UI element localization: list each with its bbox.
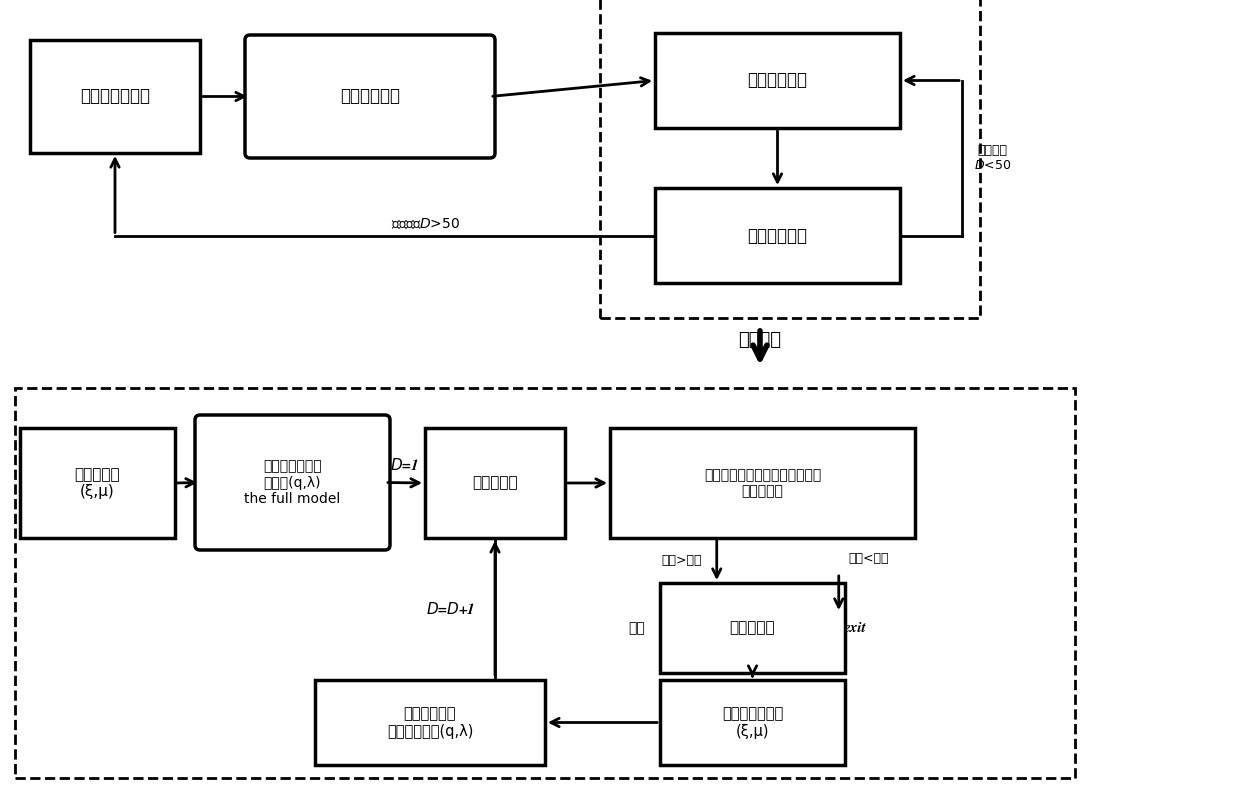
Text: 修正策略: 修正策略 (739, 331, 781, 349)
Text: 计算降阶模型和位移展开式中的
残余项增量: 计算降阶模型和位移展开式中的 残余项增量 (704, 468, 821, 498)
Bar (15, 388, 1075, 778)
Text: 更新残余项: 更新残余项 (729, 620, 775, 635)
Text: 增量>阈值: 增量>阈值 (661, 554, 702, 567)
Text: 修正步数
$D$<50: 修正步数 $D$<50 (973, 144, 1011, 172)
Text: 求解降阶模型: 求解降阶模型 (748, 71, 807, 90)
Text: 所对应的全模型
预测解(q,λ)
the full model: 所对应的全模型 预测解(q,λ) the full model (244, 459, 341, 506)
FancyBboxPatch shape (246, 35, 495, 158)
FancyBboxPatch shape (660, 680, 844, 765)
Text: 更新所对应的
全模型预测解(q,λ): 更新所对应的 全模型预测解(q,λ) (387, 707, 474, 739)
FancyBboxPatch shape (425, 428, 565, 538)
FancyBboxPatch shape (315, 680, 546, 765)
Bar (600, 0, 980, 318)
FancyBboxPatch shape (660, 583, 844, 673)
Text: 已知平衡状态点: 已知平衡状态点 (81, 87, 150, 105)
FancyBboxPatch shape (610, 428, 915, 538)
Text: 对解进行修正: 对解进行修正 (748, 227, 807, 244)
Text: 增量<阈值: 增量<阈值 (848, 551, 889, 565)
Text: 更新降阶模型解
(ξ,μ): 更新降阶模型解 (ξ,μ) (722, 707, 784, 739)
FancyBboxPatch shape (195, 415, 391, 550)
Text: 修正步数$D$>50: 修正步数$D$>50 (391, 216, 460, 231)
Text: $D$=1: $D$=1 (391, 457, 419, 473)
Text: exit: exit (843, 621, 867, 635)
Text: 建立降阶模型: 建立降阶模型 (340, 87, 401, 105)
FancyBboxPatch shape (655, 33, 900, 128)
FancyBboxPatch shape (20, 428, 175, 538)
FancyBboxPatch shape (655, 188, 900, 283)
FancyBboxPatch shape (30, 40, 200, 153)
Text: 降阶模型解
(ξ,μ): 降阶模型解 (ξ,μ) (74, 467, 120, 500)
Text: $D$=$D$+1: $D$=$D$+1 (425, 601, 475, 617)
Text: 计算残余力: 计算残余力 (472, 476, 518, 491)
Text: 修正: 修正 (629, 621, 645, 635)
